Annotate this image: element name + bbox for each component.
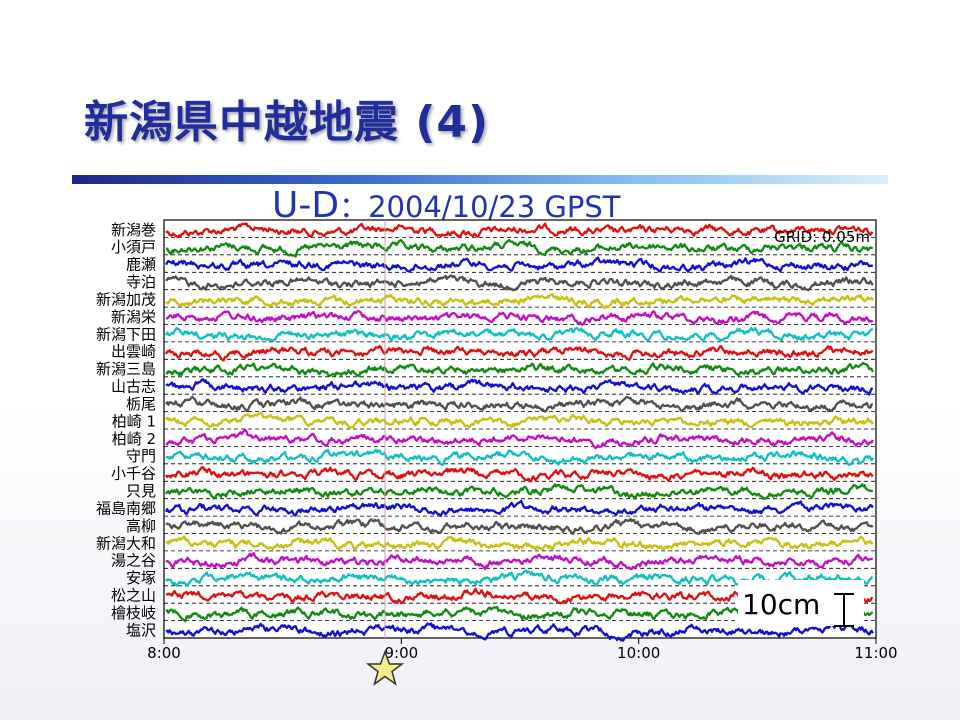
x-tick-label: 11:00 bbox=[854, 644, 897, 662]
series-line bbox=[165, 378, 873, 396]
station-label: 栃尾 bbox=[126, 395, 156, 413]
series-line bbox=[165, 222, 874, 239]
station-label: 只見 bbox=[126, 482, 156, 500]
series-line bbox=[165, 411, 874, 429]
series-line bbox=[165, 483, 874, 500]
station-label: 湯之谷 bbox=[111, 552, 156, 570]
series-line bbox=[165, 361, 874, 378]
title-rule bbox=[72, 175, 888, 184]
station-label: 出雲崎 bbox=[111, 343, 156, 361]
station-label: 塩沢 bbox=[126, 621, 156, 639]
station-label: 新潟巻 bbox=[111, 221, 156, 239]
scale-bar-label: 10cm bbox=[742, 588, 820, 621]
series-line bbox=[165, 293, 874, 310]
station-label: 高柳 bbox=[126, 517, 156, 535]
station-label: 新潟加茂 bbox=[96, 291, 156, 309]
station-label: 柏崎 1 bbox=[112, 412, 156, 430]
station-label: 福島南郷 bbox=[96, 500, 156, 518]
station-label: 鹿瀬 bbox=[126, 256, 156, 274]
station-label: 新潟下田 bbox=[96, 325, 156, 343]
series-line bbox=[165, 535, 874, 552]
series-line bbox=[165, 395, 873, 413]
x-axis-ticks: 8:00 9:00 10:00 11:00 bbox=[147, 638, 898, 662]
station-label: 柏崎 2 bbox=[112, 430, 156, 448]
station-label: 檜枝岐 bbox=[111, 604, 156, 622]
series-line bbox=[165, 466, 874, 483]
series-line bbox=[164, 256, 873, 273]
series-line bbox=[165, 622, 874, 642]
station-label: 新潟栄 bbox=[111, 308, 156, 326]
station-label: 新潟大和 bbox=[96, 534, 156, 552]
slide-title: 新潟県中越地震 (4) bbox=[84, 97, 490, 148]
station-label: 小千谷 bbox=[111, 465, 156, 483]
series-line bbox=[164, 499, 874, 518]
station-label: 守門 bbox=[126, 447, 156, 465]
station-label: 新潟三島 bbox=[96, 360, 156, 378]
x-tick-label: 9:00 bbox=[384, 644, 418, 662]
chart-subtitle: U-D：2004/10/23 GPST bbox=[272, 184, 621, 226]
station-label: 山古志 bbox=[111, 378, 156, 396]
series-line bbox=[164, 344, 874, 362]
event-star-icon bbox=[365, 649, 405, 686]
series-line bbox=[165, 569, 874, 588]
series-line bbox=[165, 448, 874, 467]
scale-bar-glyph bbox=[834, 593, 854, 627]
station-label: 寺泊 bbox=[126, 273, 156, 291]
series-group bbox=[164, 222, 874, 642]
station-label: 小須戸 bbox=[111, 238, 156, 256]
date-label: ：2004/10/23 GPST bbox=[339, 190, 621, 224]
series-line bbox=[166, 310, 874, 326]
x-tick-label: 10:00 bbox=[617, 644, 660, 662]
component-label: U-D bbox=[272, 185, 340, 226]
series-line bbox=[165, 517, 874, 536]
series-line bbox=[165, 238, 873, 258]
series-line bbox=[165, 551, 874, 571]
station-label: 松之山 bbox=[111, 587, 156, 605]
series-line bbox=[165, 274, 874, 292]
scale-bar: 10cm bbox=[738, 580, 864, 627]
x-tick-label: 8:00 bbox=[147, 644, 181, 662]
series-line bbox=[165, 428, 874, 450]
series-line bbox=[164, 326, 874, 343]
grid-spacing-label: GRID: 0.05m bbox=[774, 228, 870, 246]
station-label: 安塚 bbox=[126, 569, 156, 587]
